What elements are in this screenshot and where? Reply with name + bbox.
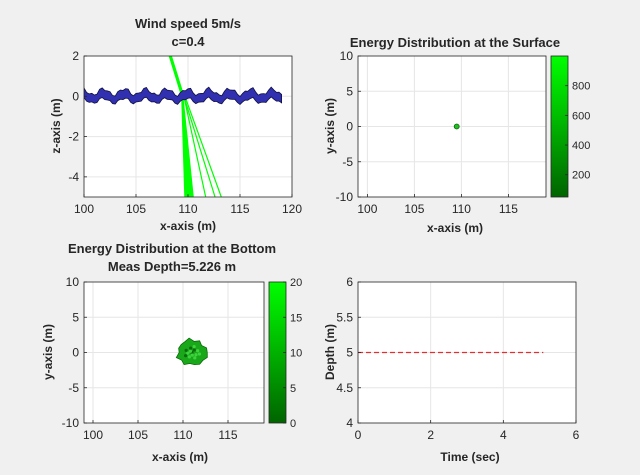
rays-ytick-3: -4 bbox=[68, 170, 79, 184]
bottom-blob-speckle-8 bbox=[196, 349, 200, 353]
rays-xtick-3: 115 bbox=[230, 202, 249, 216]
bottom-xtick-3: 115 bbox=[218, 428, 237, 442]
surface-ytick-4: -10 bbox=[336, 190, 354, 204]
bottom-blob-speckle-5 bbox=[194, 353, 198, 357]
rays-ytick-1: 0 bbox=[72, 89, 79, 103]
bottom-xlabel: x-axis (m) bbox=[152, 450, 208, 464]
bottom-cbtick-2: 10 bbox=[290, 348, 302, 360]
ray-fan-core bbox=[181, 96, 194, 197]
surface-cbtick-2: 600 bbox=[572, 110, 590, 122]
surface-cbtick-1: 400 bbox=[572, 140, 590, 152]
surface-xtick-0: 100 bbox=[357, 202, 377, 216]
ray-5 bbox=[183, 96, 216, 197]
depth-ylabel: Depth (m) bbox=[323, 324, 337, 380]
surface-ytick-1: 5 bbox=[346, 84, 353, 98]
bottom-blob-speckle-7 bbox=[187, 355, 191, 359]
bottom-xtick-0: 100 bbox=[83, 428, 103, 442]
surface-colorbar bbox=[550, 55, 569, 198]
bottom-blob-speckle-6 bbox=[189, 346, 193, 350]
depth-ytick-3: 4.5 bbox=[336, 381, 353, 395]
bottom-cbtick-3: 15 bbox=[290, 312, 302, 324]
bottom-subtitle: Meas Depth=5.226 m bbox=[108, 259, 236, 274]
water-surface bbox=[84, 86, 283, 106]
rays-xtick-0: 100 bbox=[74, 202, 94, 216]
bottom-blob-speckle-12 bbox=[184, 354, 188, 358]
surface-xtick-1: 105 bbox=[404, 202, 424, 216]
bottom-blob-speckle-11 bbox=[192, 345, 196, 349]
depth-panel: Time (sec) Depth (m) 0 2 4 6 6 5.5 5 4.5 4 bbox=[323, 275, 580, 464]
bottom-ytick-0: 10 bbox=[66, 275, 80, 289]
bottom-blob-speckle-1 bbox=[188, 349, 193, 353]
depth-xtick-2: 4 bbox=[500, 428, 507, 442]
bottom-xtick-1: 105 bbox=[128, 428, 148, 442]
depth-xlabel: Time (sec) bbox=[440, 450, 499, 464]
rays-clip-group bbox=[84, 56, 283, 197]
surface-ytick-2: 0 bbox=[346, 120, 353, 134]
rays-title: Wind speed 5m/s bbox=[135, 16, 241, 31]
depth-xtick-1: 2 bbox=[427, 428, 434, 442]
rays-xtick-1: 105 bbox=[126, 202, 146, 216]
surface-cbtick-0: 200 bbox=[572, 170, 590, 182]
depth-ytick-4: 4 bbox=[346, 416, 353, 430]
surface-title: Energy Distribution at the Surface bbox=[350, 35, 560, 50]
rays-xlabel: x-axis (m) bbox=[160, 219, 216, 233]
bottom-ylabel: y-axis (m) bbox=[41, 324, 55, 380]
bottom-ytick-1: 5 bbox=[72, 310, 79, 324]
ray-fan-upper bbox=[169, 56, 184, 97]
surface-point-0 bbox=[453, 123, 460, 130]
depth-ytick-0: 6 bbox=[346, 275, 353, 289]
surface-panel: Energy Distribution at the Surface x-axi… bbox=[323, 35, 590, 235]
surface-ytick-0: 10 bbox=[340, 49, 354, 63]
depth-xtick-3: 6 bbox=[573, 428, 580, 442]
rays-xtick-2: 110 bbox=[178, 202, 197, 216]
depth-ytick-2: 5 bbox=[346, 346, 353, 360]
surface-xlabel: x-axis (m) bbox=[427, 221, 483, 235]
rays-subtitle: c=0.4 bbox=[172, 34, 206, 49]
surface-ytick-3: -5 bbox=[342, 155, 353, 169]
bottom-blob-speckle-2 bbox=[190, 353, 194, 357]
bottom-blob-speckle-3 bbox=[192, 348, 196, 352]
ray-4 bbox=[183, 96, 207, 197]
bottom-cbtick-1: 5 bbox=[290, 383, 296, 395]
bottom-cbtick-4: 20 bbox=[290, 277, 302, 289]
bottom-panel: Energy Distribution at the Bottom Meas D… bbox=[41, 241, 302, 464]
bottom-cbtick-0: 0 bbox=[290, 418, 296, 430]
surface-ylabel: y-axis (m) bbox=[323, 98, 337, 154]
ray-6 bbox=[184, 96, 222, 197]
surface-cbtick-3: 800 bbox=[572, 81, 590, 93]
surface-xtick-3: 115 bbox=[499, 202, 518, 216]
rays-ytick-0: 2 bbox=[72, 49, 79, 63]
rays-panel: Wind speed 5m/s c=0.4 x-axis (m) z-axis … bbox=[49, 16, 302, 233]
bottom-title: Energy Distribution at the Bottom bbox=[68, 241, 276, 256]
bottom-blob-speckle-4 bbox=[186, 351, 190, 355]
bottom-ytick-3: -5 bbox=[68, 381, 79, 395]
bottom-xtick-2: 110 bbox=[173, 428, 192, 442]
rays-ylabel: z-axis (m) bbox=[49, 98, 63, 153]
surface-xtick-2: 110 bbox=[452, 202, 471, 216]
bottom-blob-speckle-13 bbox=[197, 352, 202, 356]
bottom-ytick-4: -10 bbox=[62, 416, 80, 430]
bottom-ytick-2: 0 bbox=[72, 346, 79, 360]
depth-xtick-0: 0 bbox=[355, 428, 362, 442]
depth-ytick-1: 5.5 bbox=[336, 310, 353, 324]
bottom-blob-speckle-10 bbox=[193, 356, 197, 360]
rays-xtick-4: 120 bbox=[282, 202, 302, 216]
bottom-blob-speckle-9 bbox=[184, 348, 188, 352]
rays-ytick-2: -2 bbox=[68, 130, 79, 144]
